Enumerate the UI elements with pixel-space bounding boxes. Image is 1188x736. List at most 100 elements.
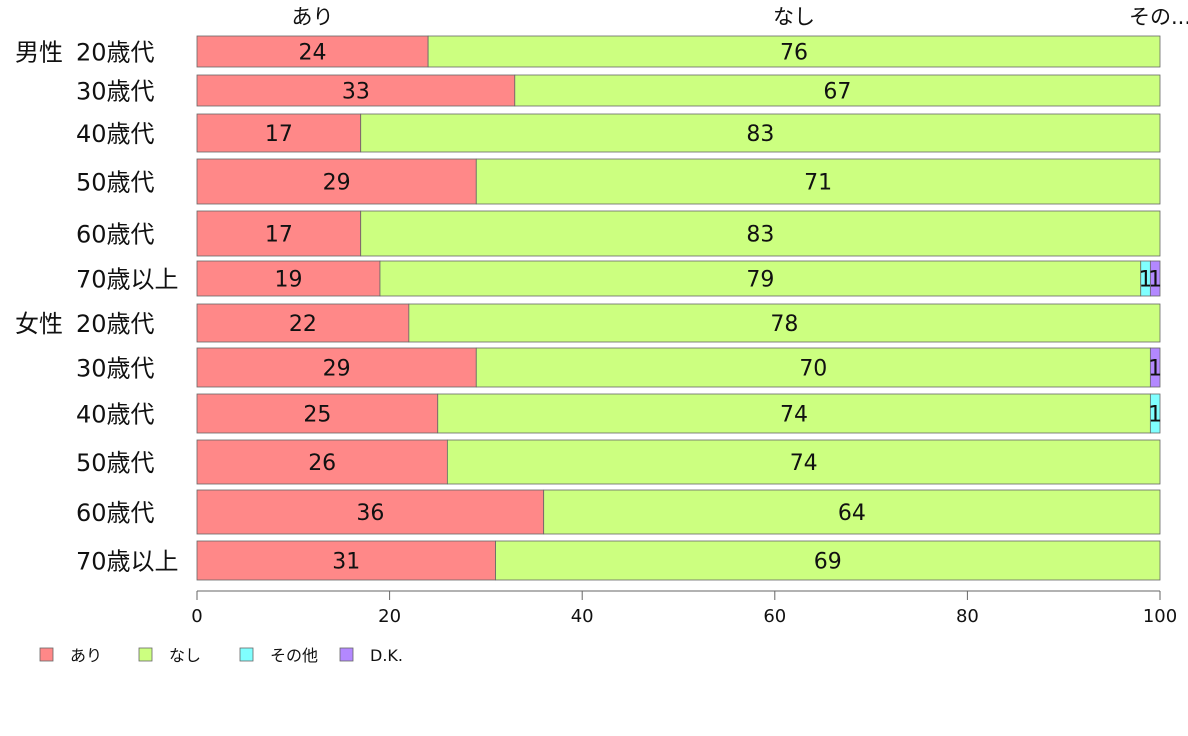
bar-segment [196,74,516,107]
bar-segment [514,74,1161,107]
category-label: 70歳以上 [76,548,179,576]
bar-segment [196,35,429,68]
category-label: 50歳代 [76,169,155,197]
legend-swatch [39,647,54,662]
bar-segment [408,303,1161,343]
legend-label: その他 [270,646,318,665]
data-label: 17 [265,122,293,147]
data-label: 17 [265,223,293,248]
data-label: 83 [746,122,774,147]
bar-segment [1149,347,1161,388]
category-label: 20歳代 [76,39,155,67]
top-segment-label: なし [773,5,815,29]
bar-segment [196,303,410,343]
data-label: 33 [342,80,370,105]
data-label: 22 [289,312,317,337]
bar-segment [196,158,477,205]
data-label: 29 [323,171,351,196]
data-label: 24 [299,41,327,66]
bar-row: 60歳代 36 64 [76,489,1161,535]
data-label: 25 [303,403,331,428]
bar-segment [1149,260,1161,297]
data-label: 76 [780,41,808,66]
data-label: 29 [323,357,351,382]
bar-row: 40歳代 25 74 1 [76,393,1162,434]
bar-segment [196,489,545,535]
bar-segment [475,158,1161,205]
data-label: 70 [799,357,827,382]
bar-row: 30歳代 33 67 [76,74,1161,107]
top-segment-labels: あり なし その... [292,5,1188,29]
bar-row: 50歳代 26 74 [76,439,1161,485]
category-label: 20歳代 [76,310,155,338]
bar-segment [196,540,496,581]
data-label: 36 [356,501,384,526]
x-tick-label: 40 [571,606,594,627]
bar-segment [1149,393,1161,434]
legend-swatch [239,647,254,662]
legend-label: なし [169,646,201,665]
category-label: 40歳代 [76,401,155,429]
x-axis: 0 20 40 60 80 100 [191,590,1177,627]
top-segment-label: あり [292,5,334,29]
x-tick-label: 60 [763,606,786,627]
group-label: 男性 [15,39,63,67]
bar-row: 30歳代 29 70 1 [76,347,1162,388]
data-label: 67 [823,80,851,105]
category-label: 60歳代 [76,221,155,249]
legend-label: D.K. [370,646,403,665]
category-label: 50歳代 [76,449,155,477]
bar-row: 70歳以上 31 69 [76,540,1161,581]
data-label: 71 [804,171,832,196]
category-label: 40歳代 [76,120,155,148]
bar-row: 40歳代 17 83 [76,113,1161,153]
data-label: 26 [308,451,336,476]
x-tick-label: 100 [1143,606,1177,627]
data-label: 1 [1148,403,1162,428]
category-label: 30歳代 [76,78,155,106]
legend-swatch [339,647,354,662]
legend: あり なし その他 D.K. [39,646,403,665]
bar-segment [437,393,1151,434]
data-label: 74 [790,451,818,476]
data-label: 1 [1139,268,1153,293]
x-tick-label: 20 [378,606,401,627]
bar-segment [360,113,1161,153]
top-segment-label: その... [1129,5,1188,29]
bar-segment [446,439,1161,485]
bar-segment [196,347,477,388]
bar-row: 60歳代 17 83 [76,210,1161,257]
data-label: 83 [746,223,774,248]
category-label: 30歳代 [76,355,155,383]
group-label: 女性 [15,310,63,338]
legend-swatch [138,647,153,662]
bar-segment [495,540,1161,581]
data-label: 64 [838,501,866,526]
bar-row: 女性 20歳代 22 78 [15,303,1161,343]
data-label: 1 [1148,357,1162,382]
bar-row: 50歳代 29 71 [76,158,1161,205]
category-label: 70歳以上 [76,266,179,294]
x-tick-label: 0 [191,606,202,627]
data-label: 78 [770,312,798,337]
data-label: 19 [274,268,302,293]
bar-row: 70歳以上 19 79 11 [76,260,1162,297]
data-label: 74 [780,403,808,428]
bar-row: 男性 20歳代 24 76 [15,35,1161,68]
category-label: 60歳代 [76,499,155,527]
legend-label: あり [70,646,102,665]
bar-segment [196,210,362,257]
bar-segment [379,260,1142,297]
bar-segment [543,489,1161,535]
bar-segment [475,347,1151,388]
data-label: 69 [814,550,842,575]
bar-segment [427,35,1161,68]
data-label: 79 [746,268,774,293]
bar-segment [196,439,448,485]
bar-segment [196,113,362,153]
data-label: 31 [332,550,360,575]
bar-segment [360,210,1161,257]
bar-segment [196,393,439,434]
